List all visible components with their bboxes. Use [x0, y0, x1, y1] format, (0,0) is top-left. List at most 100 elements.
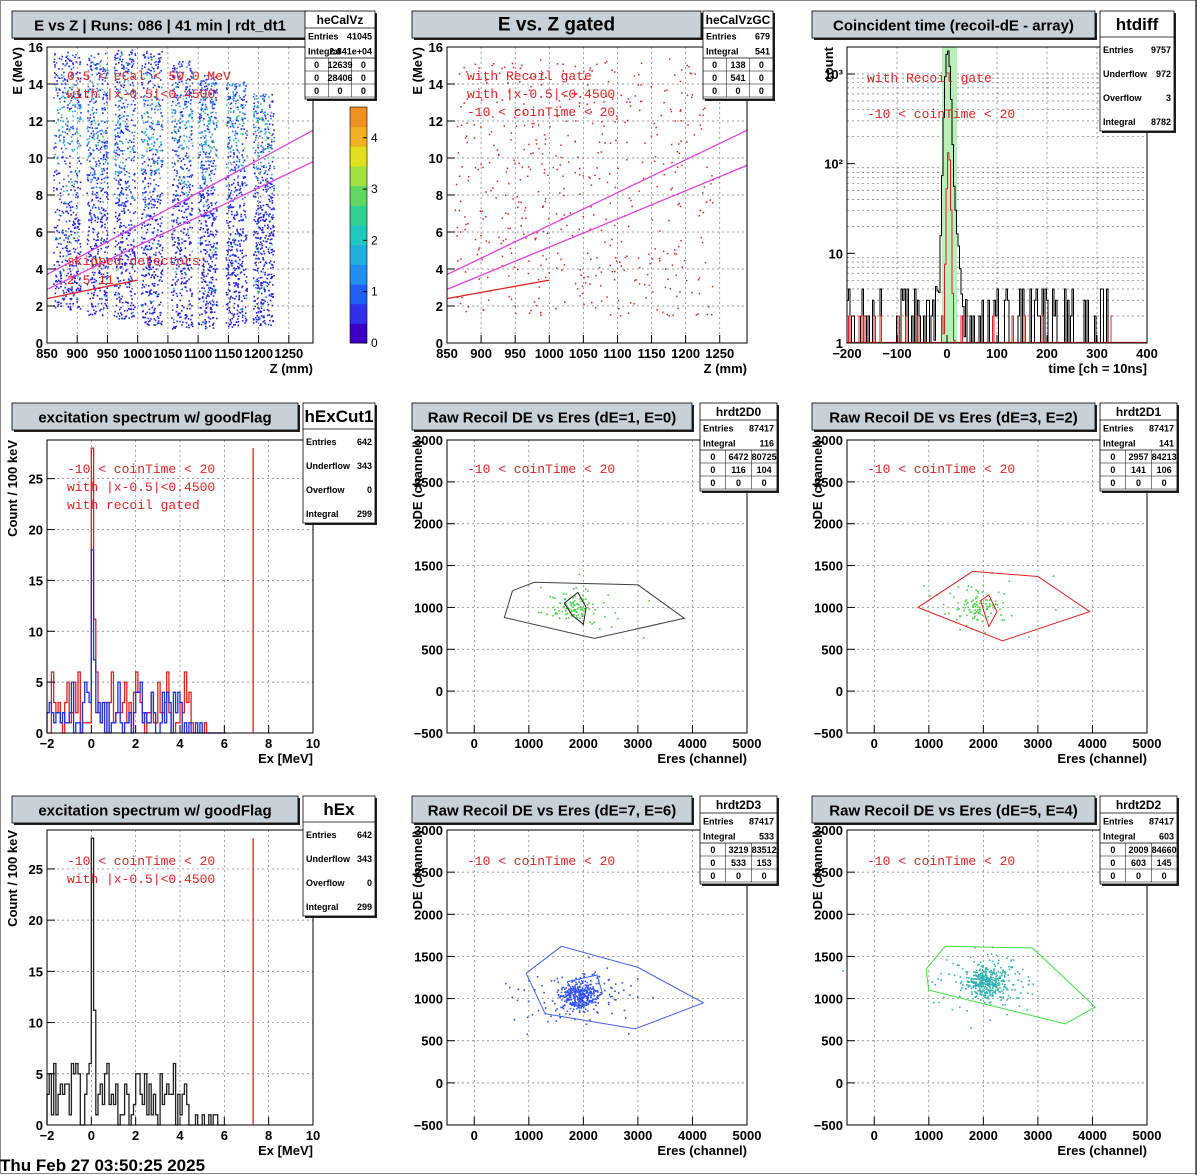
heatmap-cell [152, 232, 154, 234]
heatmap-cell [60, 114, 63, 116]
heatmap-cell [121, 150, 123, 152]
data-point [531, 126, 534, 128]
heatmap-cell [177, 86, 180, 89]
heatmap-cell [178, 243, 180, 246]
heatmap-cell [102, 158, 105, 161]
heatmap-cell [160, 262, 163, 264]
heatmap-cell [270, 101, 273, 103]
heatmap-cell [210, 88, 213, 90]
heatmap-cell [114, 86, 117, 88]
heatmap-cell [156, 275, 159, 278]
stats-grid-cell: 0 [314, 60, 319, 70]
kinematic-line [446, 164, 748, 291]
heatmap-cell [267, 303, 270, 306]
heatmap-cell [201, 104, 204, 106]
heatmap-cell [93, 120, 96, 122]
data-point [633, 303, 635, 305]
data-point [560, 217, 563, 220]
heatmap-cell [101, 314, 104, 317]
stats-label: Integral [1103, 117, 1136, 127]
heatmap-cell [157, 240, 160, 242]
heatmap-cell [202, 269, 205, 271]
heatmap-cell [148, 241, 151, 244]
data-point [508, 295, 510, 298]
heatmap-cell [213, 122, 215, 125]
heatmap-cell [153, 227, 156, 230]
x-tick-label: 1150 [214, 346, 242, 361]
heatmap-cell [95, 94, 98, 97]
heatmap-cell [131, 264, 134, 267]
heatmap-cell [210, 165, 213, 167]
heatmap-cell [93, 228, 95, 231]
heatmap-cell [104, 251, 106, 254]
heatmap-cell [271, 293, 274, 296]
heatmap-cell [241, 316, 244, 319]
data-point [609, 142, 612, 144]
heatmap-cell [198, 156, 200, 159]
heatmap-cell [204, 82, 207, 84]
heatmap-cell [92, 157, 95, 160]
heatmap-cell [264, 263, 266, 266]
heatmap-cell [174, 326, 176, 328]
heatmap-cell [79, 287, 82, 290]
heatmap-cell [246, 134, 248, 136]
y-tick-label: 0 [436, 336, 443, 351]
heatmap-cell [172, 199, 174, 202]
heatmap-cell [125, 269, 128, 271]
heatmap-cell [200, 81, 202, 83]
heatmap-cell [120, 203, 123, 206]
heatmap-cell [189, 254, 191, 256]
heatmap-cell [177, 130, 180, 133]
heatmap-cell [225, 104, 228, 107]
heatmap-cell [118, 81, 121, 84]
heatmap-cell [212, 234, 214, 237]
heatmap-cell [55, 237, 58, 240]
heatmap-cell [132, 308, 135, 311]
heatmap-cell [129, 279, 131, 282]
heatmap-cell [104, 70, 107, 72]
heatmap-cell [231, 183, 233, 186]
heatmap-cell [230, 111, 232, 113]
heatmap-cell [180, 94, 182, 96]
heatmap-cell [181, 144, 183, 147]
data-point [711, 313, 713, 316]
heatmap-cell [187, 101, 190, 103]
data-point [538, 286, 541, 288]
heatmap-cell [122, 248, 125, 251]
heatmap-cell [92, 113, 95, 115]
heatmap-cell [174, 131, 176, 133]
heatmap-cell [187, 62, 190, 64]
data-point [543, 168, 546, 171]
heatmap-cell [177, 205, 180, 207]
data-point [490, 131, 493, 133]
heatmap-cell [253, 159, 255, 162]
heatmap-cell [259, 181, 262, 184]
heatmap-cell [176, 172, 179, 175]
heatmap-cell [203, 123, 206, 126]
heatmap-cell [201, 281, 203, 283]
heatmap-cell [181, 238, 183, 241]
heatmap-cell [120, 272, 123, 275]
heatmap-cell [53, 134, 56, 137]
data-point [596, 167, 598, 169]
data-point [535, 139, 537, 141]
heatmap-cell [91, 313, 94, 316]
heatmap-cell [70, 99, 72, 102]
heatmap-cell [262, 112, 265, 115]
heatmap-cell [238, 235, 241, 237]
heatmap-cell [179, 118, 182, 120]
heatmap-cell [79, 289, 82, 291]
heatmap-cell [97, 232, 100, 235]
heatmap-cell [235, 290, 237, 292]
heatmap-cell [226, 293, 229, 296]
heatmap-cell [148, 248, 150, 251]
heatmap-cell [235, 248, 238, 251]
heatmap-cell [181, 288, 184, 291]
heatmap-cell [150, 206, 153, 209]
heatmap-cell [78, 278, 81, 281]
heatmap-cell [58, 57, 61, 60]
heatmap-cell [177, 199, 180, 202]
data-point [520, 225, 522, 227]
heatmap-cell [270, 315, 273, 318]
heatmap-cell [145, 290, 148, 293]
